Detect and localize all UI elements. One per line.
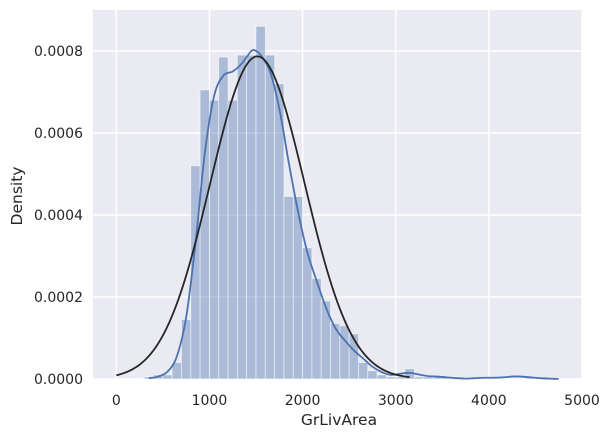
histogram-bar: [339, 325, 350, 380]
histogram-bar: [264, 54, 276, 380]
y-tick-label: 0.0000: [34, 372, 83, 388]
histogram-bar: [162, 374, 173, 380]
histogram-bar: [311, 278, 322, 380]
histogram-bar: [302, 247, 313, 380]
histogram-bar: [376, 374, 387, 380]
kde-density-line: [148, 49, 559, 380]
y-tick-label: 0.0004: [34, 208, 83, 224]
histogram-bar: [367, 370, 378, 380]
histogram-bar: [283, 196, 294, 380]
histogram-bar: [348, 333, 359, 380]
plot-background: [93, 10, 582, 379]
y-axis-label: Density: [8, 167, 26, 226]
histogram-bar: [358, 362, 369, 380]
histogram-bar: [227, 99, 238, 380]
histogram-bar: [218, 56, 229, 380]
histogram-bars: [143, 25, 536, 380]
histogram-bar: [385, 376, 397, 380]
x-tick-label: 3000: [378, 393, 414, 409]
y-axis-ticks: 0.0000 0.0002 0.0004 0.0006 0.0008: [34, 44, 83, 388]
histogram-bar: [255, 25, 266, 380]
x-axis-label: GrLivArea: [301, 411, 377, 429]
x-tick-label: 5000: [564, 393, 600, 409]
x-tick-label: 0: [112, 393, 121, 409]
x-tick-label: 1000: [192, 393, 228, 409]
x-tick-label: 2000: [285, 393, 321, 409]
x-tick-label: 4000: [471, 393, 507, 409]
histogram-bar: [246, 54, 257, 380]
y-tick-label: 0.0008: [34, 44, 83, 60]
histogram-bar: [236, 54, 248, 380]
histogram-bar: [320, 300, 331, 380]
x-axis-ticks: 0 1000 2000 3000 4000 5000: [112, 393, 600, 409]
histogram-bar: [209, 99, 220, 380]
histogram-bar: [181, 319, 192, 380]
histogram-bar: [413, 376, 425, 380]
y-tick-label: 0.0002: [34, 290, 83, 306]
y-tick-label: 0.0006: [34, 126, 83, 142]
normal-fit-line: [116, 55, 410, 379]
histogram-bar: [423, 376, 434, 380]
histogram-bar: [395, 376, 406, 380]
